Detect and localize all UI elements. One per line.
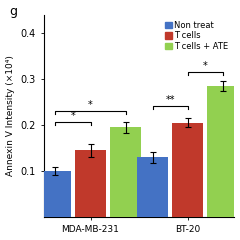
Bar xyxy=(207,86,238,217)
Text: **: ** xyxy=(166,95,175,105)
Y-axis label: Annexin V Intensity (×10⁴): Annexin V Intensity (×10⁴) xyxy=(6,55,15,176)
Bar xyxy=(137,157,168,217)
Text: *: * xyxy=(203,61,208,71)
Text: *: * xyxy=(71,111,75,121)
Bar xyxy=(75,150,106,217)
Text: *: * xyxy=(88,100,93,110)
Bar xyxy=(40,171,71,217)
Bar xyxy=(110,127,141,217)
Legend: Non treat, T cells, T cells + ATE: Non treat, T cells, T cells + ATE xyxy=(164,19,230,53)
Bar xyxy=(172,123,203,217)
Text: g: g xyxy=(10,5,18,18)
